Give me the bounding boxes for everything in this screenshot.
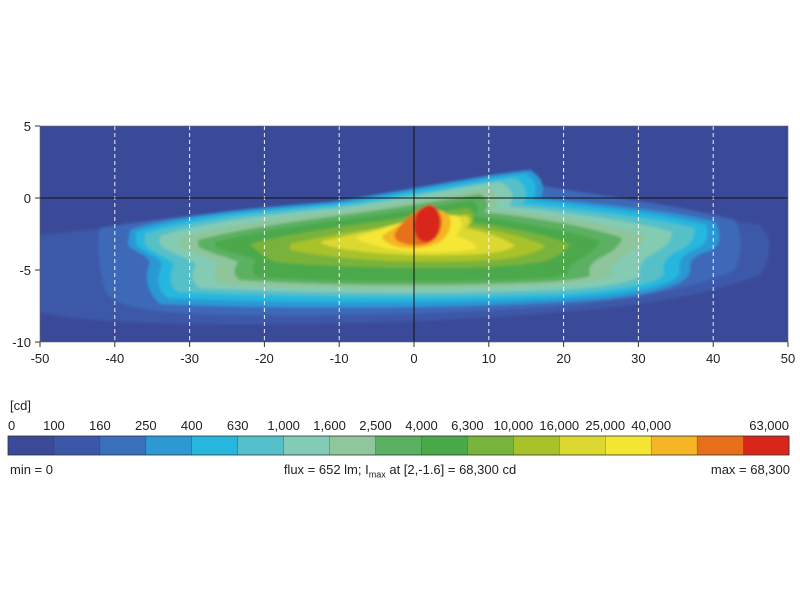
flux-label: flux = 652 lm; Imax at [2,-1.6] = 68,300… (284, 462, 516, 480)
colorbar-segment (651, 436, 698, 455)
colorbar-level-label: 250 (134, 418, 157, 433)
x-tick-label: 30 (631, 351, 645, 366)
x-tick-label: -10 (330, 351, 349, 366)
colorbar-level-label: 2,500 (359, 418, 392, 433)
x-tick-label: 20 (556, 351, 570, 366)
flux-suffix: at [2,-1.6] = 68,300 cd (385, 462, 517, 477)
colorbar-level-label: 630 (226, 418, 249, 433)
contour-peak (414, 204, 440, 243)
colorbar-level-label: 16,000 (539, 418, 580, 433)
colorbar-segment (743, 436, 790, 455)
intensity-contours (40, 170, 770, 325)
flux-prefix: flux = 652 lm; I (283, 462, 369, 477)
y-tick-label: -10 (12, 335, 31, 350)
colorbar-level-label: 63,000 (749, 418, 789, 433)
y-tick-label: 5 (24, 119, 31, 134)
colorbar-level-label: 10,000 (493, 418, 534, 433)
x-tick-label: -20 (255, 351, 274, 366)
colorbar (7, 435, 790, 456)
min-value-label: min = 0 (10, 462, 53, 477)
colorbar-level-label: 40,000 (631, 418, 672, 433)
colorbar-segment (375, 436, 422, 455)
colorbar-segment (467, 436, 514, 455)
max-value-label: max = 68,300 (710, 462, 790, 477)
colorbar-level-label: 160 (89, 418, 111, 433)
colorbar-unit-label: [cd] (10, 398, 31, 413)
x-tick-label: 40 (706, 351, 720, 366)
colorbar-segment (53, 436, 101, 455)
x-tick-label: 50 (781, 351, 795, 366)
grid-lines (40, 126, 788, 342)
x-tick-label: 0 (410, 351, 417, 366)
y-tick-label: -5 (19, 263, 31, 278)
colorbar-segment (513, 436, 560, 455)
colorbar-segment (283, 436, 331, 455)
x-tick-label: -50 (31, 351, 50, 366)
colorbar-level-label: 0 (8, 418, 16, 433)
colorbar-level-label: 25,000 (585, 418, 626, 433)
y-tick-label: 0 (24, 191, 31, 206)
colorbar-frame (7, 435, 790, 456)
colorbar-segment (8, 436, 55, 455)
colorbar-level-label: 1,600 (313, 418, 346, 433)
colorbar-segment (191, 436, 239, 455)
colorbar-segment (329, 436, 377, 455)
colorbar-segment (145, 436, 193, 455)
colorbar-segment (697, 436, 744, 455)
colorbar-level-label: 4,000 (405, 418, 438, 433)
flux-subscript: max (368, 469, 386, 480)
colorbar-segment (237, 436, 285, 455)
colorbar-segment (559, 436, 606, 455)
colorbar-segment (99, 436, 147, 455)
x-tick-label: 10 (482, 351, 496, 366)
x-tick-label: -40 (105, 351, 124, 366)
x-tick-label: -30 (180, 351, 199, 366)
colorbar-level-label: 100 (43, 418, 65, 433)
colorbar-segment (605, 436, 652, 455)
plot-area (40, 126, 788, 342)
colorbar-segment (421, 436, 468, 455)
colorbar-level-label: 400 (180, 418, 203, 433)
colorbar-level-label: 1,000 (267, 418, 300, 433)
colorbar-level-label: 6,300 (451, 418, 484, 433)
